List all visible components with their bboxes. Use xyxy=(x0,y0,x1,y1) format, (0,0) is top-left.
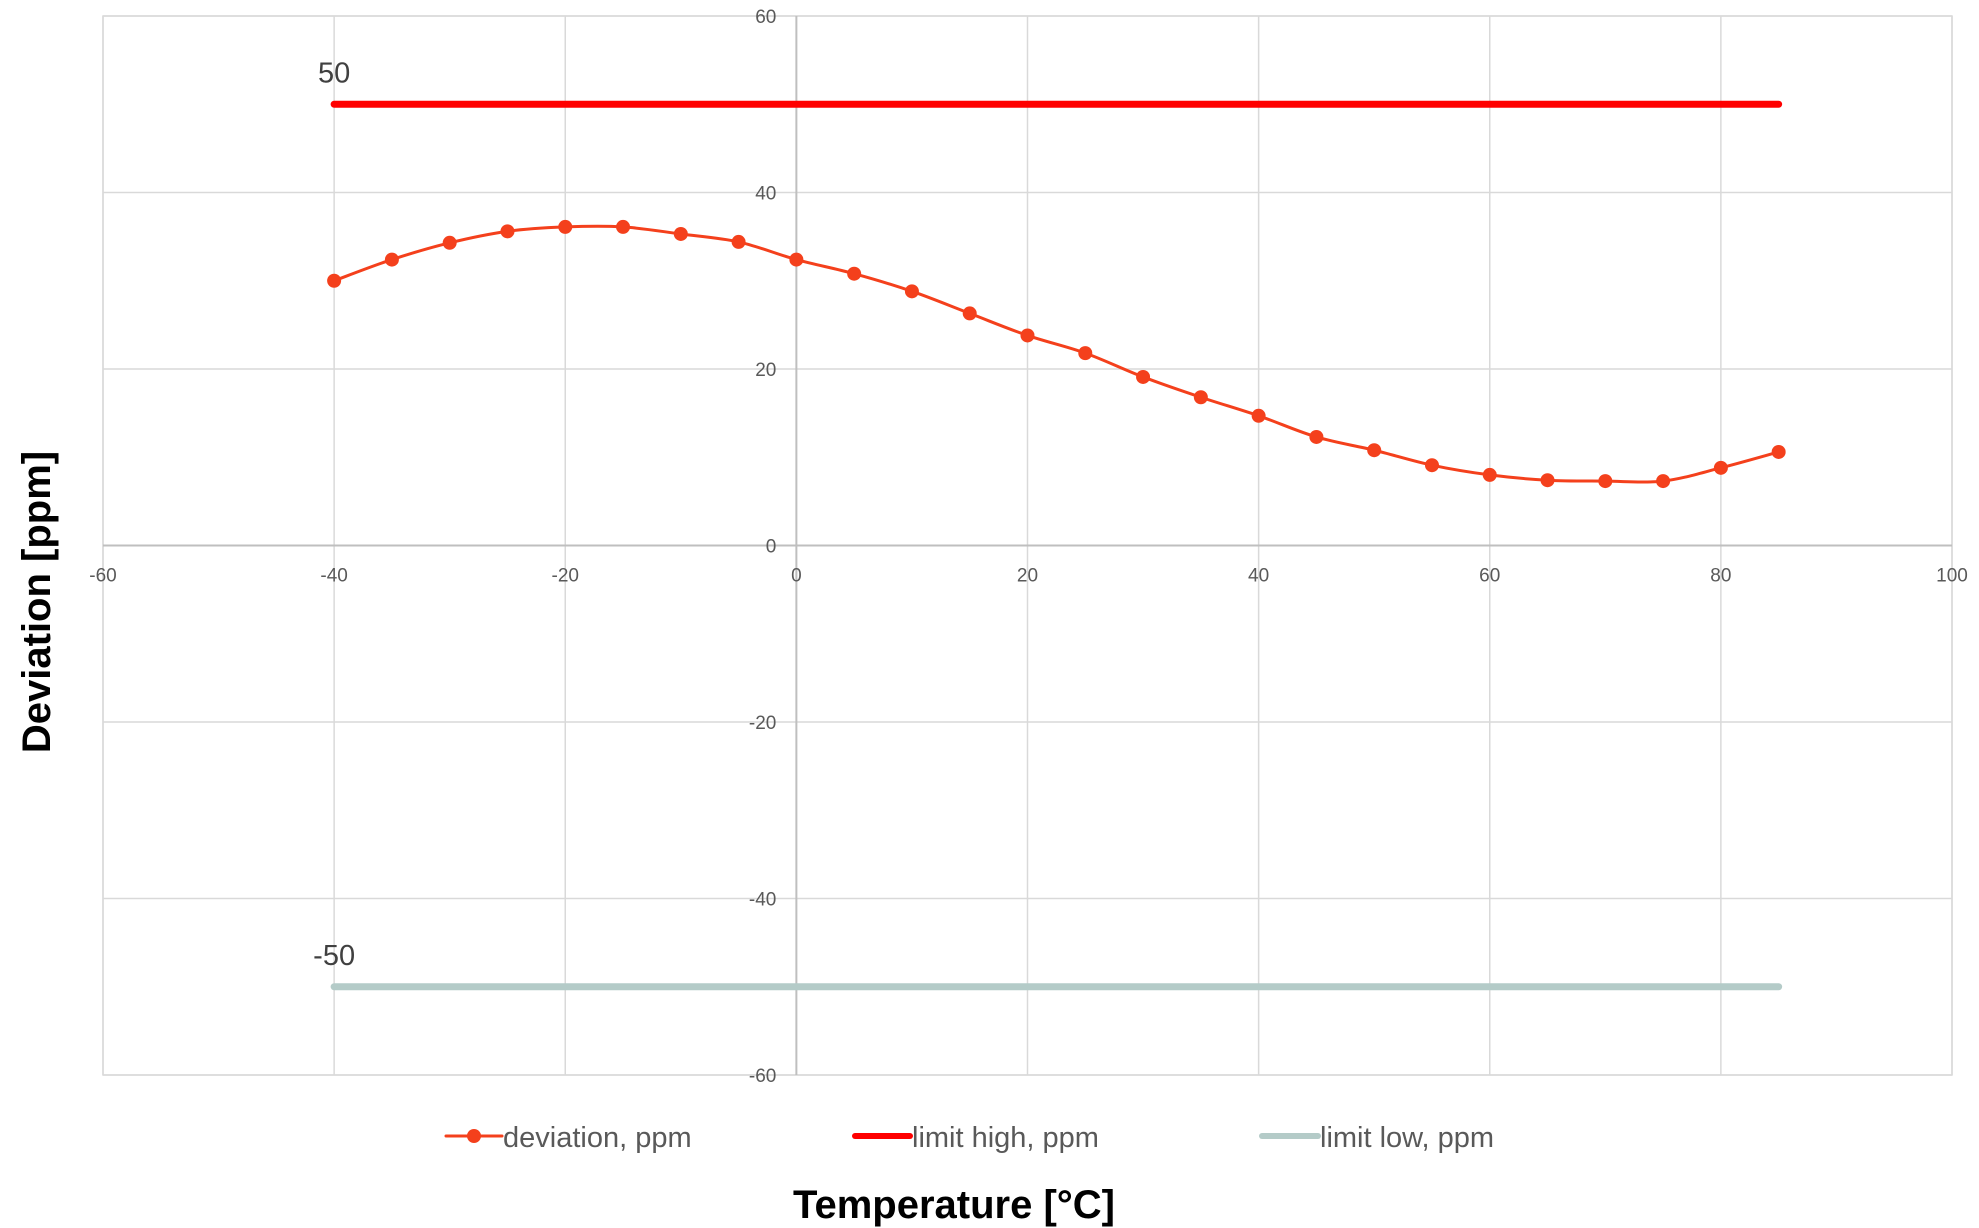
x-tick-label: 20 xyxy=(1017,566,1038,587)
data-point-deviation xyxy=(1713,460,1728,475)
data-point-deviation xyxy=(1482,467,1497,482)
data-point-deviation xyxy=(847,266,862,281)
y-tick-label: -40 xyxy=(749,890,776,911)
data-point-deviation xyxy=(962,306,977,321)
x-tick-label: 80 xyxy=(1710,566,1731,587)
data-point-deviation xyxy=(1193,390,1208,405)
x-axis-title: Temperature [°C] xyxy=(793,1183,1115,1227)
y-axis-title: Deviation [ppm] xyxy=(15,451,59,753)
data-point-deviation xyxy=(673,226,688,241)
data-point-deviation xyxy=(1598,474,1613,489)
legend-marker-deviation xyxy=(467,1129,481,1143)
data-point-deviation xyxy=(1424,458,1439,473)
legend-label-limit-low: limit low, ppm xyxy=(1320,1122,1494,1154)
series-group xyxy=(327,100,1786,991)
data-point-deviation xyxy=(1078,346,1093,361)
legend: deviation, ppm limit high, ppm limit low… xyxy=(444,1122,1494,1154)
data-point-deviation xyxy=(1367,443,1382,458)
data-point-deviation xyxy=(1656,474,1671,489)
x-tick-label: 60 xyxy=(1479,566,1500,587)
annotation-label: -50 xyxy=(313,940,355,972)
data-point-deviation xyxy=(904,284,919,299)
data-point-deviation xyxy=(1251,408,1266,423)
data-point-deviation xyxy=(616,219,631,234)
y-tick-label: 40 xyxy=(755,184,776,205)
data-point-deviation xyxy=(558,219,573,234)
y-tick-label: 20 xyxy=(755,360,776,381)
annotation-label: 50 xyxy=(318,57,350,89)
x-tick-label: 40 xyxy=(1248,566,1269,587)
data-point-deviation xyxy=(500,224,515,239)
legend-label-deviation: deviation, ppm xyxy=(503,1122,692,1154)
data-point-deviation xyxy=(384,252,399,267)
series-line-deviation xyxy=(332,224,1781,484)
y-tick-label: -20 xyxy=(749,713,776,734)
axes xyxy=(103,16,1952,1075)
data-point-deviation xyxy=(327,273,342,288)
data-point-deviation xyxy=(1309,429,1324,444)
y-tick-label: 60 xyxy=(755,7,776,28)
x-tick-label: -40 xyxy=(320,566,347,587)
gridlines xyxy=(102,15,1953,1076)
data-point-deviation xyxy=(1136,369,1151,384)
data-point-deviation xyxy=(1540,473,1555,488)
x-tick-labels: -60 -40 -20 0 20 40 60 80 100 xyxy=(89,566,1968,587)
x-tick-label: 100 xyxy=(1936,566,1968,587)
y-tick-label: -60 xyxy=(749,1066,776,1087)
data-point-deviation xyxy=(442,235,457,250)
data-point-deviation xyxy=(731,234,746,249)
data-point-deviation xyxy=(1771,444,1786,459)
x-tick-label: -20 xyxy=(552,566,579,587)
annotations: 50 -50 xyxy=(313,57,355,972)
y-tick-label: 0 xyxy=(766,537,777,558)
data-point-deviation xyxy=(789,252,804,267)
legend-label-limit-high: limit high, ppm xyxy=(912,1122,1099,1154)
y-tick-labels: -60 -40 -20 0 20 40 60 xyxy=(749,7,776,1087)
x-tick-label: -60 xyxy=(89,566,116,587)
x-tick-label: 0 xyxy=(791,566,802,587)
data-point-deviation xyxy=(1020,328,1035,343)
